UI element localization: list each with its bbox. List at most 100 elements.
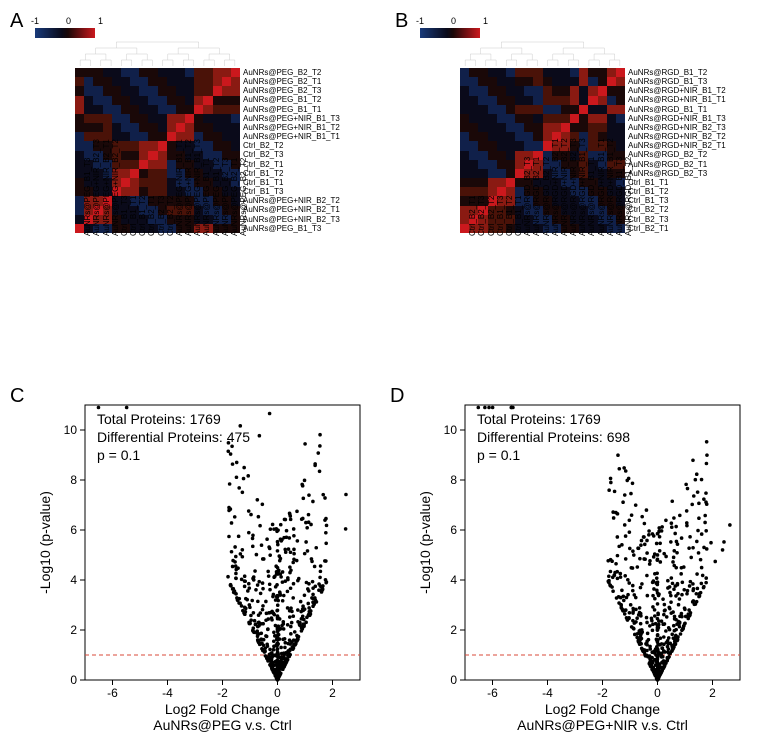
heatmap-cell	[478, 123, 487, 132]
heatmap-cell	[460, 96, 469, 105]
data-point	[272, 527, 276, 531]
data-point	[650, 651, 654, 655]
data-point	[691, 589, 695, 593]
data-point	[663, 603, 667, 607]
col-label: AuNRs@PEG+NIR_B1_T2	[184, 139, 193, 236]
heatmap-cell	[561, 96, 570, 105]
heatmap-cell	[231, 86, 240, 95]
data-point	[237, 597, 241, 601]
heatmap-cell	[515, 123, 524, 132]
heatmap-cell	[139, 160, 148, 169]
x-tick-label: -4	[542, 686, 553, 700]
data-point	[615, 596, 619, 600]
data-point	[321, 584, 325, 588]
data-point	[318, 576, 322, 580]
data-point	[287, 547, 291, 551]
data-point	[655, 542, 659, 546]
data-point	[705, 502, 709, 506]
data-point	[263, 650, 267, 654]
data-point	[282, 594, 286, 598]
data-point	[709, 541, 713, 545]
data-point	[616, 535, 620, 539]
data-point	[257, 580, 261, 584]
data-point	[645, 616, 649, 620]
data-point	[231, 462, 235, 466]
data-point	[669, 600, 673, 604]
data-point	[628, 518, 632, 522]
data-point	[690, 503, 694, 507]
data-point	[276, 616, 280, 620]
data-point	[279, 646, 283, 650]
data-point	[286, 590, 290, 594]
row-label: AuNRs@PEG_B2_T1	[243, 77, 340, 86]
row-label: AuNRs@RGD_B1_T3	[628, 77, 726, 86]
data-point	[248, 603, 252, 607]
heatmap-cell	[616, 132, 625, 141]
heatmap-cell	[222, 86, 231, 95]
data-point	[291, 596, 295, 600]
data-point	[678, 597, 682, 601]
data-point	[230, 550, 234, 554]
heatmap-cell	[112, 123, 121, 132]
data-point	[617, 545, 621, 549]
heatmap-cell	[93, 77, 102, 86]
data-point	[671, 582, 675, 586]
heatmap-cell	[130, 151, 139, 160]
heatmap-cell	[203, 105, 212, 114]
data-point	[609, 570, 613, 574]
data-point	[697, 551, 701, 555]
data-point	[235, 475, 239, 479]
heatmap-cell	[598, 105, 607, 114]
data-point	[268, 648, 272, 652]
data-point	[657, 526, 661, 530]
data-point	[281, 668, 285, 672]
heatmap-cell	[148, 160, 157, 169]
data-point	[658, 549, 662, 553]
heatmap-cell	[488, 96, 497, 105]
data-point	[657, 651, 661, 655]
heatmap-cell	[469, 96, 478, 105]
heatmap-cell	[469, 141, 478, 150]
data-point	[640, 582, 644, 586]
data-point	[624, 557, 628, 561]
data-point	[301, 614, 305, 618]
data-point	[623, 612, 627, 616]
heatmap-cell	[598, 86, 607, 95]
heatmap-cell	[203, 77, 212, 86]
x-tick-label: -6	[487, 686, 498, 700]
data-point	[619, 575, 623, 579]
heatmap-cell	[121, 105, 130, 114]
data-point	[281, 638, 285, 642]
data-point	[230, 444, 234, 448]
heatmap-cell	[506, 160, 515, 169]
data-point	[304, 521, 308, 525]
data-point	[611, 589, 615, 593]
heatmap-cell	[561, 105, 570, 114]
col-label: AuNRs@RGD+NIR_B1_T2	[606, 138, 615, 236]
heatmap-cell	[524, 68, 533, 77]
data-point	[251, 629, 255, 633]
data-point	[303, 442, 307, 446]
heatmap-cell	[203, 141, 212, 150]
data-point	[268, 582, 272, 586]
data-point	[691, 459, 695, 463]
data-point	[257, 515, 261, 519]
heatmap-cell	[497, 77, 506, 86]
data-point	[671, 610, 675, 614]
col-label: Ctrl_B2_T1	[147, 196, 156, 236]
heatmap-cell	[598, 96, 607, 105]
heatmap-cell	[75, 86, 84, 95]
data-point	[689, 580, 693, 584]
data-point	[257, 621, 261, 625]
data-point	[692, 494, 696, 498]
data-point	[607, 574, 611, 578]
data-point	[664, 660, 668, 664]
data-point	[626, 578, 630, 582]
heatmap-cell	[533, 96, 542, 105]
data-point	[704, 491, 708, 495]
heatmap-cell	[194, 105, 203, 114]
heatmap-cell	[213, 132, 222, 141]
data-point	[242, 466, 246, 470]
heatmap-cell	[552, 86, 561, 95]
heatmap-cell	[524, 86, 533, 95]
